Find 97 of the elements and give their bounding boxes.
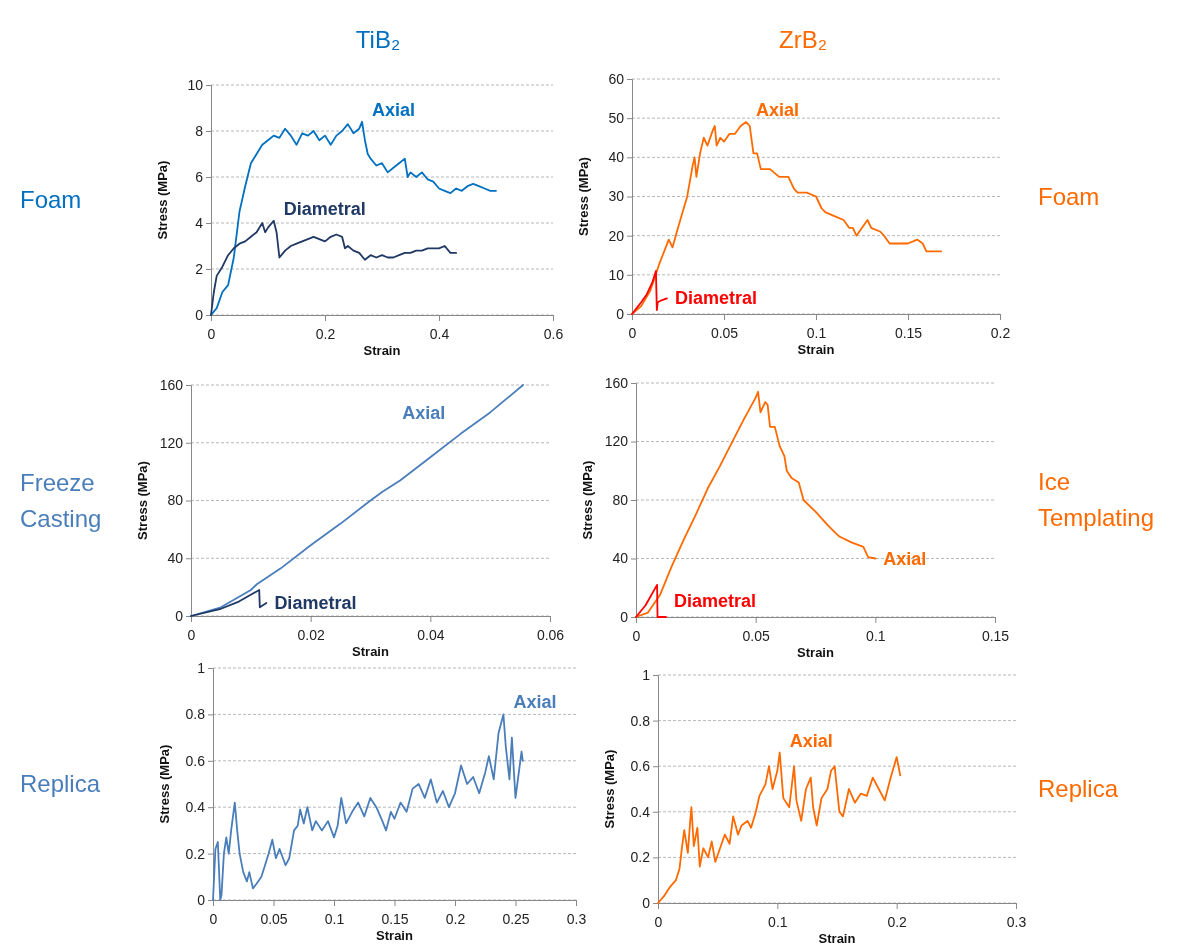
- y-tick-label: 160: [604, 374, 629, 391]
- y-tick-label: 0: [620, 608, 629, 625]
- y-tick-label: 0.8: [185, 706, 206, 723]
- series-label: Axial: [372, 99, 416, 120]
- y-tick-label: 0: [616, 305, 625, 322]
- x-tick-label: 0.05: [260, 911, 288, 928]
- text: Foam: [1038, 182, 1100, 210]
- x-axis-title: Strain: [818, 931, 856, 946]
- line-series: [190, 589, 268, 617]
- y-tick-label: 0.6: [630, 758, 651, 775]
- y-tick-label: 40: [612, 550, 629, 567]
- x-tick-label: 0.4: [429, 326, 450, 343]
- y-tick-label: 4: [195, 214, 204, 231]
- text: Foam: [20, 186, 82, 213]
- x-tick-label: 0: [654, 914, 663, 931]
- line-series: [635, 390, 877, 618]
- x-tick-label: 0.04: [417, 627, 445, 644]
- y-tick-label: 0.2: [630, 849, 651, 866]
- y-axis-title: Stress (MPa): [157, 744, 172, 824]
- x-tick-label: 0.2: [887, 914, 908, 931]
- y-tick-label: 120: [159, 434, 184, 451]
- x-tick-label: 0.1: [768, 914, 788, 931]
- chart-title: ZrB₂: [779, 26, 827, 53]
- x-tick-label: 0.2: [315, 326, 336, 343]
- x-axis-title: Strain: [363, 343, 401, 358]
- y-tick-label: 0: [195, 306, 204, 323]
- x-tick-label: 0.2: [445, 911, 466, 928]
- y-tick-label: 6: [195, 168, 204, 185]
- y-tick-label: 0.8: [630, 712, 651, 729]
- x-tick-label: 0.15: [381, 911, 409, 928]
- text: Replica: [20, 770, 101, 797]
- text: Freeze Casting: [20, 468, 102, 532]
- series-label: Axial: [756, 100, 800, 121]
- y-axis-title: Stress (MPa): [155, 160, 170, 240]
- x-tick-label: 0.15: [981, 628, 1010, 645]
- line-series: [657, 751, 902, 904]
- x-tick-label: 0: [209, 911, 218, 928]
- y-axis-title: Stress (MPa): [576, 157, 591, 236]
- x-tick-label: 0.3: [566, 911, 587, 928]
- x-tick-label: 0.25: [502, 911, 530, 928]
- x-tick-label: 0.2: [990, 325, 1011, 342]
- x-axis-title: Strain: [352, 644, 389, 659]
- y-tick-label: 80: [167, 492, 184, 509]
- x-tick-label: 0.02: [297, 627, 325, 644]
- y-tick-label: 0: [175, 607, 184, 624]
- y-tick-label: 160: [159, 376, 184, 393]
- y-tick-label: 120: [604, 433, 629, 450]
- y-tick-label: 1: [197, 659, 206, 676]
- x-tick-label: 0.6: [543, 326, 564, 343]
- x-tick-label: 0.1: [866, 628, 886, 645]
- y-tick-label: 0: [642, 894, 651, 911]
- y-tick-label: 50: [608, 110, 625, 127]
- series-label: Axial: [789, 730, 833, 751]
- text: Ice Templating: [1038, 468, 1155, 531]
- y-axis-title: Stress (MPa): [602, 749, 617, 829]
- x-axis-title: Strain: [376, 928, 413, 943]
- y-tick-label: 80: [612, 491, 629, 508]
- x-tick-label: 0.06: [536, 627, 565, 644]
- x-tick-label: 0.05: [742, 628, 770, 645]
- y-tick-label: 40: [608, 149, 625, 166]
- series-label: Axial: [513, 692, 557, 713]
- x-tick-label: 0.1: [806, 325, 827, 342]
- y-tick-label: 2: [195, 260, 204, 277]
- y-tick-label: 60: [608, 70, 625, 87]
- x-tick-label: 0.3: [1006, 914, 1027, 931]
- text: Replica: [1038, 775, 1119, 802]
- y-tick-label: 0.6: [185, 752, 206, 769]
- y-tick-label: 0: [197, 891, 206, 908]
- series-label: Diametral: [283, 198, 366, 219]
- x-tick-label: 0.05: [710, 325, 739, 342]
- y-tick-label: 1: [642, 666, 651, 683]
- y-tick-label: 0.4: [185, 799, 206, 816]
- line-series: [210, 219, 457, 316]
- line-series: [212, 713, 524, 901]
- line-series: [631, 270, 668, 315]
- line-series: [210, 120, 497, 316]
- y-tick-label: 0.2: [185, 845, 206, 862]
- series-label: Diametral: [674, 288, 758, 309]
- y-tick-label: 40: [167, 550, 184, 567]
- series-label: Diametral: [274, 593, 357, 614]
- y-tick-label: 8: [195, 122, 204, 139]
- y-tick-label: 0.4: [630, 803, 651, 820]
- x-axis-title: Strain: [797, 645, 834, 660]
- y-tick-label: 10: [187, 76, 204, 93]
- series-label: Axial: [883, 548, 927, 569]
- line-series: [631, 121, 943, 315]
- series-label: Diametral: [673, 591, 756, 611]
- x-tick-label: 0.15: [894, 325, 923, 342]
- y-axis-title: Stress (MPa): [135, 461, 150, 540]
- y-axis-title: Stress (MPa): [580, 460, 595, 540]
- y-tick-label: 30: [608, 188, 625, 205]
- y-tick-label: 20: [608, 227, 625, 244]
- series-label: Axial: [402, 403, 446, 424]
- x-tick-label: 0.1: [324, 911, 345, 928]
- chart-title: TiB₂: [355, 26, 401, 53]
- x-axis-title: Strain: [797, 342, 835, 357]
- y-tick-label: 10: [608, 266, 625, 283]
